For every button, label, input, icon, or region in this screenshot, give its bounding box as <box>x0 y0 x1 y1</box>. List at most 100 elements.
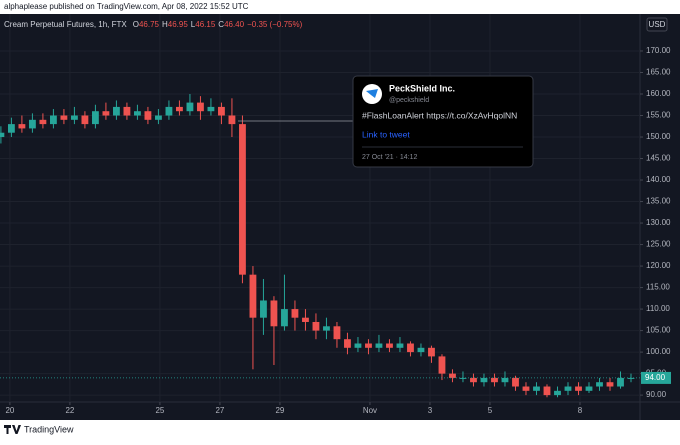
y-tick-label: 115.00 <box>646 283 670 292</box>
candle-body <box>617 377 624 387</box>
legend-item: 46.15 <box>195 20 216 29</box>
candle-body <box>28 119 36 129</box>
candle-body <box>92 111 99 125</box>
candle-body <box>417 347 425 353</box>
y-tick-label: 125.00 <box>646 240 671 249</box>
candle-body <box>585 386 593 391</box>
candle-body <box>354 343 362 348</box>
candle-body <box>270 300 278 327</box>
y-tick-label: 165.00 <box>646 68 671 77</box>
candle-body <box>344 339 351 348</box>
candle-body <box>596 382 603 387</box>
candle-body <box>533 386 540 391</box>
candle-body <box>123 106 131 116</box>
candle-body <box>491 377 498 383</box>
candle-body <box>554 390 561 396</box>
candle-body <box>228 115 236 125</box>
y-tick-label: 100.00 <box>646 347 671 356</box>
chart-bg <box>0 14 680 420</box>
last-price-label: 94.00 <box>645 373 666 382</box>
tweet-author: PeckShield Inc. <box>389 83 455 93</box>
candle-body <box>438 356 446 374</box>
candle-body <box>575 386 582 391</box>
y-tick-label: 120.00 <box>646 261 671 270</box>
candle-body <box>49 115 57 125</box>
legend-item: Cream Perpetual Futures, 1h, FTX <box>4 20 127 29</box>
candle-body <box>60 115 68 120</box>
candle-body <box>176 106 183 112</box>
candle-body <box>197 102 204 112</box>
legend-item: 46.75 <box>139 20 160 29</box>
candle-body <box>113 106 120 116</box>
x-tick-label: 29 <box>275 406 284 415</box>
legend-item: 46.95 <box>168 20 189 29</box>
candle-body <box>81 115 89 125</box>
candle-body <box>428 347 435 357</box>
candle-body <box>7 124 15 133</box>
brand-name: TradingView <box>24 424 74 434</box>
candle-body <box>470 377 477 383</box>
candle-body <box>312 321 320 331</box>
candle-body <box>239 124 246 275</box>
candle-body <box>281 309 288 327</box>
candle-body <box>449 373 456 378</box>
candle-body <box>480 377 488 383</box>
candle-body <box>218 106 225 116</box>
legend-item: −0.35 (−0.75%) <box>247 20 302 29</box>
candle-body <box>207 106 215 112</box>
candle-body <box>333 326 341 340</box>
tweet-card: PeckShield Inc. @peckshield #FlashLoanAl… <box>352 75 534 168</box>
candle-body <box>165 106 173 116</box>
brand-footer: TradingView <box>4 424 74 434</box>
candle-body <box>501 377 509 383</box>
candle-body <box>39 119 47 125</box>
candle-body <box>606 382 614 387</box>
candle-body <box>155 115 162 120</box>
published-line: alphaplease published on TradingView.com… <box>4 2 249 11</box>
candle-body <box>396 343 404 348</box>
legend-item: 46.40 <box>224 20 245 29</box>
candle-body <box>0 132 5 138</box>
candle-body <box>459 377 467 379</box>
x-tick-label: Nov <box>363 406 377 415</box>
candle-body <box>386 343 393 348</box>
x-tick-label: 27 <box>215 406 224 415</box>
candle-body <box>70 115 78 120</box>
candle-body <box>134 111 141 116</box>
candle-body <box>407 343 414 353</box>
x-tick-label: 25 <box>155 406 164 415</box>
legend-item: H <box>162 20 168 29</box>
avatar-logo <box>366 89 378 98</box>
y-tick-label: 135.00 <box>646 197 671 206</box>
candle-body <box>512 377 519 387</box>
x-tick-label: 20 <box>5 406 14 415</box>
y-tick-label: 140.00 <box>646 175 671 184</box>
candle-body <box>375 343 383 348</box>
y-tick-label: 150.00 <box>646 132 671 141</box>
x-tick-label: 8 <box>578 406 583 415</box>
y-tick-label: 110.00 <box>646 304 670 313</box>
candle-body <box>18 124 26 129</box>
legend-item: O <box>133 20 139 29</box>
candle-body <box>302 317 309 322</box>
y-tick-label: 90.00 <box>646 390 667 399</box>
candle-body <box>144 111 152 120</box>
candle-body <box>291 309 299 318</box>
legend-item: L <box>191 20 196 29</box>
y-tick-label: 145.00 <box>646 154 671 163</box>
y-tick-label: 130.00 <box>646 218 671 227</box>
x-tick-label: 22 <box>65 406 74 415</box>
tweet-date: 27 Oct '21 · 14:12 <box>362 154 418 161</box>
candle-body <box>260 300 267 318</box>
currency-box <box>646 17 668 32</box>
candle-body <box>186 102 194 112</box>
grid: 90.0095.00100.00105.00110.00115.00120.00… <box>0 14 671 415</box>
candle-body <box>627 377 635 379</box>
candle-body <box>543 386 551 396</box>
tweet-link[interactable]: Link to tweet <box>362 129 410 139</box>
y-tick-label: 160.00 <box>646 89 671 98</box>
y-tick-label: 105.00 <box>646 326 671 335</box>
y-tick-label: 170.00 <box>646 46 671 55</box>
x-tick-label: 5 <box>488 406 493 415</box>
